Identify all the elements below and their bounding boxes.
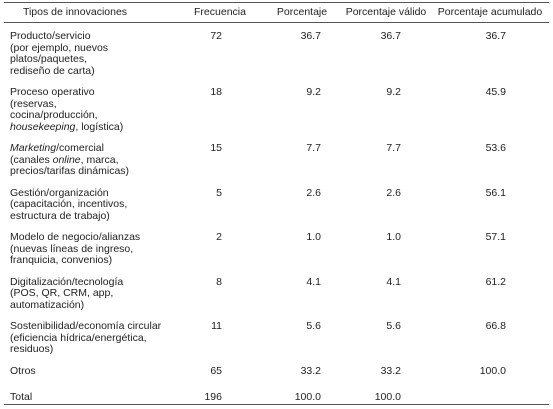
row-label: (capacitación, incentivos, (10, 198, 128, 210)
label-segment: /comercial (56, 142, 104, 154)
row-label: (por ejemplo, nuevos (10, 41, 109, 54)
cell-value: 8 (216, 275, 222, 288)
row-label: Sostenibilidad/economía circular (10, 320, 162, 332)
row-label: Producto/servicio (10, 30, 91, 42)
row-label: Digitalización/tecnología (10, 275, 124, 288)
row-label: housekeeping, logística) (10, 120, 124, 134)
header-rule (4, 22, 549, 23)
row-label: (reservas, (10, 97, 57, 110)
row-label: platos/paquetes, (10, 53, 88, 65)
row-label: Modelo de negocio/alianzas (10, 231, 141, 243)
cell-value: 7.7 (386, 142, 401, 154)
column-header: Porcentaje (276, 6, 328, 18)
label-segment: housekeeping (10, 120, 76, 133)
row-label: Gestión/organización (10, 186, 109, 199)
row-label: Otros (10, 364, 36, 377)
cell-value: 100.0 (294, 391, 321, 403)
column-header: Frecuencia (194, 6, 246, 18)
cell-value: 15 (210, 142, 222, 154)
cell-value: 9.2 (386, 86, 401, 98)
cell-value: 2.6 (306, 186, 321, 199)
cell-value: 61.2 (485, 275, 506, 288)
cell-value: 45.9 (485, 86, 506, 98)
row-label: Total (10, 391, 33, 403)
cell-value: 65 (210, 364, 222, 377)
cell-value: 7.7 (306, 142, 321, 154)
column-header: Tipos de innovaciones (22, 6, 128, 18)
cell-value: 4.1 (386, 275, 401, 288)
cell-value: 36.7 (380, 30, 401, 42)
cell-value: 5.6 (306, 320, 321, 332)
top-rule (4, 2, 549, 3)
cell-value: 1.0 (386, 231, 401, 243)
cell-value: 33.2 (380, 364, 401, 377)
column-header: Porcentaje válido (345, 6, 427, 18)
label-segment: , logística) (75, 120, 124, 133)
row-label: (nuevas líneas de ingreso, (10, 242, 134, 255)
row-label: precios/tarifas dinámicas) (10, 165, 130, 177)
row-label: (canales online, marca, (10, 153, 119, 167)
cell-value: 2 (216, 231, 222, 243)
cell-value: 5 (216, 186, 222, 199)
cell-value: 36.7 (300, 30, 321, 42)
cell-value: 100.0 (374, 391, 401, 403)
row-label: residuos) (10, 343, 54, 355)
cell-value: 53.6 (485, 142, 506, 154)
cell-value: 36.7 (485, 30, 506, 42)
row-label: Marketing/comercial (10, 142, 104, 155)
cell-value: 72 (210, 30, 222, 42)
cell-value: 66.8 (485, 320, 506, 332)
row-label: franquicia, convenios) (10, 254, 113, 266)
cell-value: 1.0 (306, 231, 321, 243)
row-label: (eficiencia hídrica/energética, (10, 331, 147, 344)
label-segment: online (52, 153, 81, 166)
row-label: (POS, QR, CRM, app, (10, 287, 114, 299)
cell-value: 18 (210, 86, 222, 98)
cell-value: 2.6 (386, 186, 401, 199)
row-label: rediseño de carta) (10, 64, 95, 77)
label-segment: (canales (10, 153, 53, 166)
row-label: estructura de trabajo) (10, 209, 110, 222)
row-label: cocina/producción, (10, 109, 98, 121)
cell-value: 5.6 (386, 320, 401, 332)
cell-value: 57.1 (485, 231, 506, 243)
bottom-rule (4, 404, 549, 405)
label-segment: Marketing (10, 142, 57, 154)
label-segment: , marca, (80, 153, 119, 166)
cell-value: 56.1 (485, 186, 506, 199)
row-label: Proceso operativo (10, 86, 95, 98)
row-label: automatización) (10, 298, 85, 311)
cell-value: 100.0 (479, 364, 506, 377)
cell-value: 196 (204, 391, 222, 403)
cell-value: 33.2 (300, 364, 321, 377)
cell-value: 9.2 (306, 86, 321, 98)
cell-value: 11 (211, 320, 222, 332)
column-header: Porcentaje acumulado (437, 6, 543, 18)
cell-value: 4.1 (306, 275, 321, 288)
